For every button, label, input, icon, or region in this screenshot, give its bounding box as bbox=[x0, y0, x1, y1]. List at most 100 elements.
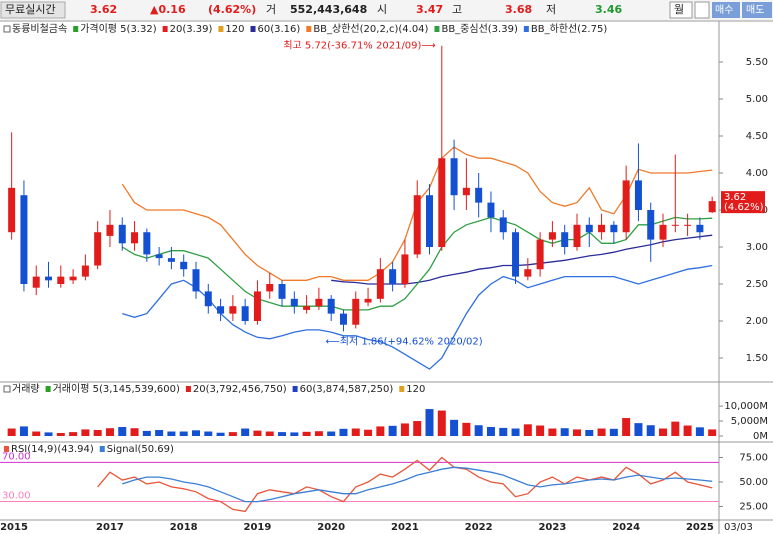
candle-body bbox=[622, 180, 630, 233]
x-tick-label: 2015 bbox=[0, 522, 28, 533]
volume-bar bbox=[671, 421, 680, 436]
y-tick-label: 2.00 bbox=[746, 316, 768, 327]
volume-bar bbox=[388, 425, 397, 436]
volume-bar bbox=[695, 427, 704, 436]
candle-body bbox=[253, 291, 261, 322]
volume-bar bbox=[364, 429, 373, 436]
volume-bar bbox=[204, 431, 213, 436]
last-price: 3.62 bbox=[724, 192, 746, 203]
volume-bar bbox=[290, 432, 299, 436]
volume-bar bbox=[572, 429, 581, 436]
x-tick-label: 2020 bbox=[317, 522, 345, 533]
candle-body bbox=[229, 306, 237, 314]
buy-button[interactable] bbox=[712, 2, 740, 18]
candle-body bbox=[81, 265, 89, 277]
high-label: 고 bbox=[452, 3, 462, 16]
volume-bar bbox=[400, 423, 409, 436]
high: 3.68 bbox=[505, 3, 532, 16]
label: 무료실시간 bbox=[5, 3, 56, 16]
y-tick-label: 0M bbox=[753, 431, 768, 442]
volume-bar bbox=[376, 426, 385, 436]
y-tick-label: 5,000M bbox=[731, 416, 768, 427]
volume-bar bbox=[19, 426, 28, 436]
candle-body bbox=[241, 306, 249, 322]
last-price-box bbox=[721, 191, 765, 214]
x-tick-label: 2022 bbox=[465, 522, 493, 533]
volume-bar bbox=[118, 427, 127, 436]
volume-bar bbox=[155, 430, 164, 436]
legend-label: BB_중심선(3.39) bbox=[441, 23, 517, 35]
level-label: 30.00 bbox=[2, 491, 31, 502]
low: 3.46 bbox=[595, 3, 622, 16]
candle-body bbox=[315, 298, 323, 307]
legend-swatch bbox=[3, 385, 11, 393]
candle-body bbox=[364, 298, 372, 303]
y-tick-label: 1.50 bbox=[746, 353, 768, 364]
candle-body bbox=[131, 232, 139, 244]
candle-body bbox=[426, 195, 434, 248]
volume-bar bbox=[228, 432, 237, 436]
candle-body bbox=[57, 276, 65, 285]
series-line bbox=[122, 264, 713, 370]
candle-body bbox=[217, 306, 225, 314]
volume-bar bbox=[548, 428, 557, 436]
period-button[interactable] bbox=[669, 1, 693, 19]
sell[interactable]: 매도 bbox=[746, 4, 764, 16]
settings-button[interactable] bbox=[694, 1, 710, 19]
candle-body bbox=[303, 306, 311, 310]
candle-body bbox=[376, 269, 384, 299]
last-rate: (4.62%) bbox=[724, 202, 764, 213]
candle-body bbox=[659, 224, 667, 240]
candle-body bbox=[266, 284, 274, 292]
legend-swatch bbox=[99, 446, 105, 452]
candle-body bbox=[180, 261, 188, 270]
volume-bar bbox=[474, 425, 483, 436]
series-line bbox=[122, 466, 713, 503]
candle-body bbox=[106, 224, 114, 236]
legend-label: 120 bbox=[225, 24, 244, 35]
volume-bar bbox=[327, 431, 336, 436]
y-tick-label: 3.00 bbox=[746, 242, 768, 253]
y-tick-label: 2.50 bbox=[746, 279, 768, 290]
y-tick-label: 10,000M bbox=[724, 401, 768, 412]
legend-label: BB_상한선(20,2,c)(4.04) bbox=[313, 23, 428, 35]
volume-bar bbox=[253, 430, 262, 436]
sell-button[interactable] bbox=[742, 2, 772, 18]
candle-body bbox=[450, 158, 458, 196]
volume-bar bbox=[634, 423, 643, 436]
annotation: ⟵최저 1.86(+94.62% 2020/02) bbox=[325, 335, 482, 347]
candle-body bbox=[487, 202, 495, 218]
volume-bar bbox=[241, 428, 250, 436]
date-label: 03/03 bbox=[724, 522, 753, 533]
candle-body bbox=[585, 224, 593, 233]
volume-bar bbox=[560, 428, 569, 436]
level-label: 70.00 bbox=[2, 451, 31, 462]
legend-swatch bbox=[3, 25, 11, 33]
candle-body bbox=[499, 217, 507, 233]
volume-bar bbox=[597, 428, 606, 436]
candle-body bbox=[327, 298, 335, 314]
legend-label: Signal(50.69) bbox=[107, 444, 174, 455]
legend-label: 동륭비철금속 bbox=[12, 23, 67, 35]
candle-body bbox=[45, 276, 53, 281]
legend-label: 20(3.39) bbox=[170, 24, 213, 35]
y-tick-label: 4.00 bbox=[746, 168, 768, 179]
volume-bar bbox=[413, 421, 422, 436]
y-tick-label: 5.00 bbox=[746, 94, 768, 105]
volume-bar bbox=[167, 431, 176, 436]
volume-bar bbox=[659, 428, 668, 436]
candle-body bbox=[413, 195, 421, 255]
x-tick-label: 2019 bbox=[244, 522, 272, 533]
period[interactable]: 월 bbox=[674, 3, 684, 16]
candle-body bbox=[192, 269, 200, 292]
buy[interactable]: 매수 bbox=[715, 4, 733, 16]
volume-bar bbox=[69, 432, 78, 436]
candle-body bbox=[20, 195, 28, 285]
candle-body bbox=[352, 298, 360, 325]
volume-bar bbox=[523, 424, 532, 436]
volume-bar bbox=[646, 425, 655, 436]
volume-bar bbox=[191, 430, 200, 436]
annotation: 최고 5.72(-36.71% 2021/09)⟶ bbox=[283, 40, 435, 52]
candle-body bbox=[598, 224, 606, 233]
legend-swatch bbox=[292, 386, 298, 392]
